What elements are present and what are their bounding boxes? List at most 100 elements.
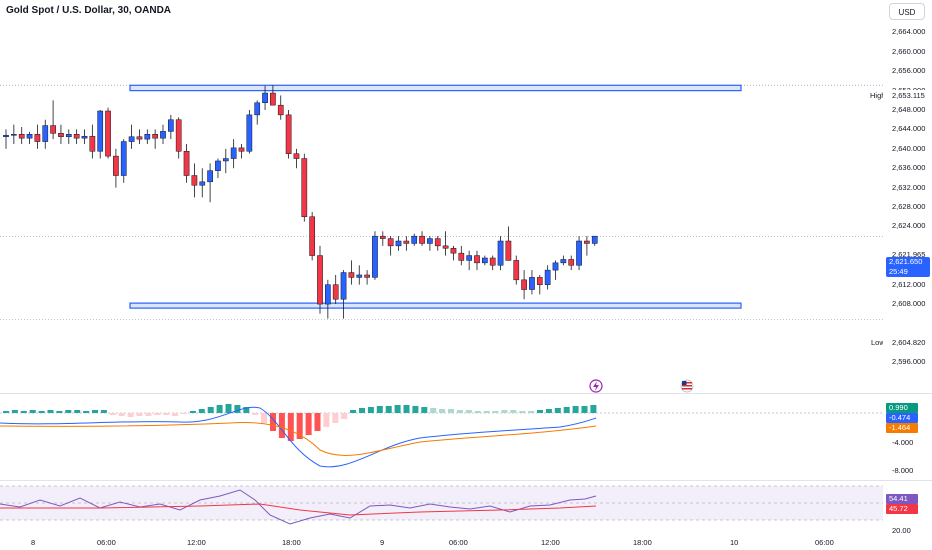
macd-bar <box>3 411 9 413</box>
macd-bar <box>92 410 98 413</box>
macd-tick: -4.000 <box>892 438 914 447</box>
current-price-badge: 2,621.650 25:49 <box>886 257 930 277</box>
candle-body <box>552 262 559 271</box>
candle-body <box>262 92 268 103</box>
support-resistance-zone <box>129 302 742 309</box>
candle-body <box>191 175 198 186</box>
price-tick: 2,660.000 <box>892 46 926 56</box>
candle-body <box>419 235 425 244</box>
time-label: 18:00 <box>633 538 652 547</box>
candle-body <box>285 114 292 154</box>
candle-body <box>199 181 206 186</box>
us-flag-icon <box>680 379 694 393</box>
macd-bar <box>492 411 499 413</box>
time-label: 10 <box>730 538 739 547</box>
candle-body <box>120 141 127 176</box>
macd-histogram-value: 0.990 <box>886 403 918 413</box>
candle-body <box>73 134 80 139</box>
candle-body <box>348 272 355 278</box>
price-tick: 2,632.000 <box>892 182 926 192</box>
candle-body <box>356 274 363 278</box>
support-resistance-zone <box>129 84 742 92</box>
candle-body <box>230 147 237 159</box>
candle-body <box>222 158 229 162</box>
candle-body <box>489 257 496 266</box>
pane-separator[interactable] <box>0 393 932 394</box>
candle-body <box>301 158 308 218</box>
candle-body <box>529 277 535 290</box>
macd-bar <box>519 411 526 413</box>
candle-body <box>89 135 96 152</box>
macd-bar <box>20 411 27 413</box>
macd-tick: -8.000 <box>892 466 914 475</box>
price-tick: 2,628.000 <box>892 202 926 212</box>
time-label: 06:00 <box>97 538 116 547</box>
macd-bar <box>83 411 90 413</box>
macd-bar <box>456 410 463 413</box>
price-tick: 2,636.000 <box>892 163 926 173</box>
macd-bar <box>29 410 36 413</box>
price-tick: 2,664.000 <box>892 27 926 37</box>
candle-body <box>309 216 315 256</box>
macd-line-value: -0.474 <box>886 413 918 423</box>
macd-bar <box>100 410 107 413</box>
macd-bar <box>163 413 170 415</box>
candle-body <box>183 151 190 176</box>
macd-bar <box>376 406 383 413</box>
candle-body <box>544 269 551 285</box>
macd-signal-line <box>0 422 597 456</box>
price-tick: 2,596.000 <box>892 357 926 367</box>
macd-bar <box>528 411 535 413</box>
candle-body <box>246 114 253 152</box>
high-label: High <box>870 91 886 100</box>
macd-bar <box>510 410 517 413</box>
candle-body <box>152 134 159 139</box>
pane-separator[interactable] <box>0 480 932 481</box>
time-label: 12:00 <box>541 538 560 547</box>
candle-body <box>26 134 33 139</box>
macd-bar <box>172 413 179 416</box>
macd-bar <box>563 407 570 413</box>
currency-button[interactable]: USD <box>889 3 925 20</box>
candle-body <box>403 240 410 244</box>
candle-body <box>42 125 49 142</box>
macd-bar <box>234 405 241 413</box>
candle-body <box>521 279 527 290</box>
macd-bar <box>198 409 205 413</box>
high-value: 2,653.115 <box>883 90 932 101</box>
rsi-value: 54.41 <box>886 494 918 504</box>
macd-bar <box>332 413 339 423</box>
countdown: 25:49 <box>889 267 908 276</box>
candle-body <box>128 136 135 142</box>
macd-bar <box>545 409 552 413</box>
macd-bar <box>305 413 312 435</box>
macd-bar <box>501 410 508 413</box>
candle-body <box>160 131 166 139</box>
candle-body <box>458 252 465 261</box>
candle-body <box>442 245 449 249</box>
candle-body <box>434 238 441 247</box>
candle-body <box>3 135 9 137</box>
candle-body <box>293 153 300 159</box>
macd-bar <box>74 410 81 413</box>
candle-body <box>584 240 590 244</box>
macd-bar <box>474 411 481 413</box>
macd-bar <box>448 409 454 413</box>
macd-bar <box>127 413 134 417</box>
candle-body <box>505 240 512 261</box>
price-tick: 2,612.000 <box>892 279 926 289</box>
macd-bar <box>38 411 45 413</box>
candle-body <box>50 125 56 134</box>
rsi-band <box>0 486 883 520</box>
macd-bar <box>385 406 392 413</box>
candle-body <box>34 134 41 142</box>
macd-bar <box>252 413 259 415</box>
time-label: 06:00 <box>449 538 468 547</box>
lightning-icon <box>589 379 603 393</box>
macd-bar <box>439 409 446 413</box>
macd-bar <box>216 405 223 413</box>
macd-bar <box>154 413 161 415</box>
candle-body <box>568 259 575 266</box>
candle-body <box>411 235 418 244</box>
